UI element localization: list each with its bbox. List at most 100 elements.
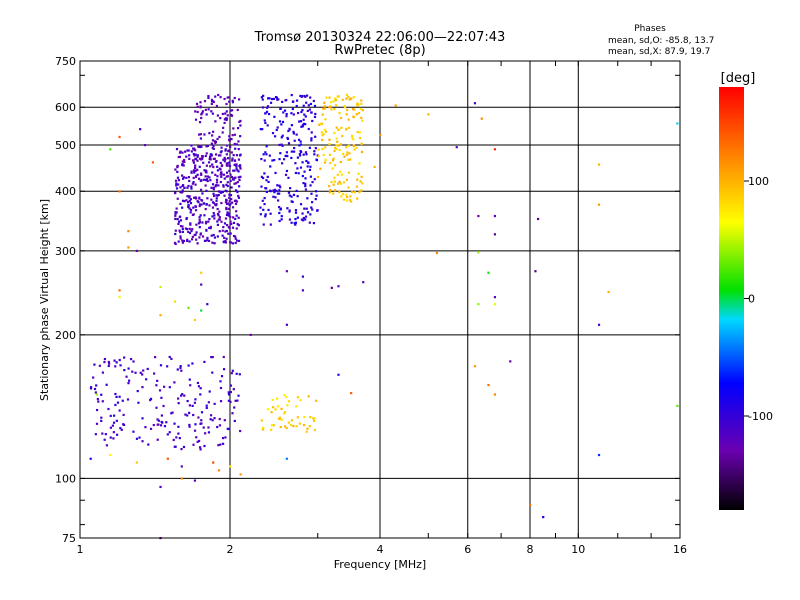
- data-point: [211, 355, 214, 359]
- data-point: [199, 393, 202, 396]
- data-point: [194, 153, 197, 156]
- data-point: [210, 102, 213, 106]
- data-point: [216, 169, 220, 172]
- data-point: [218, 230, 221, 233]
- data-point: [296, 156, 300, 159]
- data-point: [304, 182, 307, 186]
- data-point: [271, 159, 274, 162]
- data-point: [362, 281, 365, 284]
- data-point: [135, 249, 138, 253]
- data-point: [227, 399, 230, 402]
- data-point: [219, 117, 222, 120]
- y-tick-label: 75: [62, 532, 76, 545]
- data-point: [204, 178, 208, 182]
- colorbar: [719, 87, 744, 510]
- data-point: [228, 139, 231, 142]
- data-point: [214, 153, 218, 156]
- data-point: [194, 110, 197, 113]
- y-tick-label: 500: [55, 139, 76, 152]
- data-point: [357, 172, 360, 175]
- data-point: [192, 147, 195, 150]
- data-point: [338, 128, 341, 131]
- data-point: [359, 180, 362, 183]
- data-point: [212, 100, 215, 104]
- data-point: [237, 140, 240, 143]
- data-point: [190, 229, 193, 233]
- data-point: [239, 135, 242, 138]
- data-point: [473, 102, 477, 105]
- data-point: [118, 296, 121, 299]
- data-point: [299, 166, 303, 169]
- data-point: [199, 232, 202, 235]
- data-point: [272, 406, 275, 409]
- data-point: [305, 153, 308, 156]
- data-point: [123, 369, 126, 372]
- data-point: [289, 187, 292, 190]
- data-point: [187, 184, 190, 188]
- data-point: [155, 406, 158, 409]
- data-point: [225, 208, 228, 211]
- data-point: [209, 165, 212, 168]
- data-point: [347, 126, 351, 129]
- data-point: [109, 414, 112, 417]
- data-point: [174, 232, 177, 236]
- data-point: [187, 176, 191, 179]
- data-point: [542, 516, 545, 519]
- data-point: [237, 98, 241, 101]
- data-point: [109, 148, 112, 151]
- data-point: [607, 290, 610, 294]
- data-point: [218, 210, 221, 213]
- data-point: [175, 207, 178, 210]
- data-point: [235, 163, 238, 166]
- data-point: [597, 323, 601, 326]
- data-point: [206, 175, 209, 178]
- data-point: [190, 185, 193, 188]
- data-point: [232, 154, 235, 157]
- data-point: [338, 180, 341, 184]
- data-point: [283, 412, 286, 415]
- data-point: [345, 153, 349, 156]
- data-point: [278, 120, 282, 123]
- data-point: [205, 152, 208, 155]
- data-point: [207, 239, 211, 243]
- data-point: [229, 215, 232, 218]
- data-point: [149, 397, 153, 401]
- data-point: [336, 140, 339, 143]
- data-point: [170, 412, 173, 415]
- data-point: [304, 185, 307, 188]
- data-point: [343, 104, 346, 108]
- data-point: [166, 433, 169, 436]
- data-point: [197, 222, 200, 225]
- data-point: [177, 432, 180, 435]
- data-point: [294, 223, 297, 226]
- data-point: [207, 401, 210, 404]
- data-point: [115, 433, 119, 436]
- data-point: [237, 239, 241, 243]
- data-point: [226, 184, 229, 188]
- data-point: [229, 220, 232, 223]
- data-point: [197, 439, 201, 443]
- data-point: [193, 318, 197, 322]
- data-point: [174, 179, 178, 182]
- data-point: [114, 392, 117, 396]
- data-point: [267, 208, 270, 212]
- data-point: [299, 94, 302, 98]
- data-point: [269, 223, 272, 226]
- data-point: [214, 120, 217, 123]
- data-point: [355, 146, 358, 149]
- data-point: [212, 201, 215, 205]
- data-point: [188, 195, 191, 198]
- data-point: [227, 96, 231, 99]
- data-point: [228, 213, 231, 216]
- data-point: [166, 365, 169, 368]
- data-point: [278, 158, 281, 161]
- data-point: [224, 201, 228, 204]
- data-point: [197, 201, 200, 204]
- data-point: [300, 150, 303, 154]
- data-point: [216, 212, 220, 216]
- data-point: [309, 96, 312, 99]
- data-point: [233, 159, 237, 162]
- data-point: [95, 384, 98, 387]
- data-point: [157, 419, 160, 422]
- data-point: [455, 146, 458, 149]
